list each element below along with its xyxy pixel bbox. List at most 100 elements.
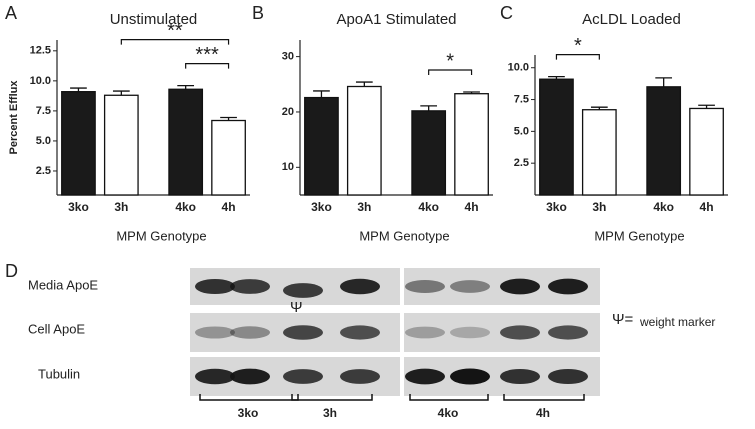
error-bar — [548, 75, 565, 80]
x-tick-label: 4ko — [175, 200, 196, 214]
blot-band — [500, 368, 540, 385]
row-label: Media ApoE — [28, 277, 98, 292]
chart-title: ApoA1 Stimulated — [336, 11, 456, 28]
significance-bracket — [428, 69, 473, 76]
error-bar — [220, 116, 237, 121]
y-tick-label: 10.0 — [30, 75, 51, 87]
legend-symbol: Ψ= — [612, 311, 634, 328]
blot-band — [500, 325, 540, 340]
blot-band — [195, 278, 235, 295]
panel-label: C — [500, 3, 513, 23]
blot-band — [548, 278, 588, 295]
bar — [103, 94, 139, 196]
bar — [61, 91, 96, 196]
blot-band — [450, 280, 490, 293]
group-bracket — [291, 394, 373, 401]
significance-label: *** — [195, 44, 219, 66]
error-bar — [420, 105, 438, 111]
blot-band — [405, 368, 445, 385]
x-tick-label: 4ko — [418, 200, 439, 214]
x-axis-label: MPM Genotype — [359, 228, 449, 243]
group-bracket — [409, 394, 489, 401]
y-tick-label: 7.5 — [514, 93, 529, 105]
blot-band — [230, 326, 270, 339]
y-tick-label: 30 — [282, 51, 294, 63]
row-label: Cell ApoE — [28, 321, 85, 336]
error-bar — [698, 104, 715, 109]
blot-band — [230, 279, 270, 294]
bar — [304, 96, 339, 196]
y-tick-label: 5.0 — [514, 125, 529, 137]
error-bar — [655, 77, 673, 87]
blot-band — [283, 325, 323, 340]
bar — [168, 88, 204, 196]
x-tick-label: 4ko — [653, 200, 674, 214]
blot-band — [283, 283, 323, 298]
y-tick-label: 2.5 — [514, 157, 529, 169]
bar — [346, 85, 382, 196]
group-label: 3h — [323, 406, 337, 420]
row-label: Tubulin — [38, 366, 80, 381]
blot-band — [450, 368, 490, 385]
x-tick-label: 4h — [700, 200, 714, 214]
bar — [539, 78, 574, 196]
bar — [411, 110, 447, 196]
panel-label: D — [5, 261, 18, 281]
significance-bracket — [120, 39, 230, 45]
x-axis-label: MPM Genotype — [594, 228, 684, 243]
blot-band — [283, 369, 323, 384]
significance-bracket — [185, 63, 230, 69]
error-bar — [463, 91, 480, 94]
blot-band — [405, 326, 445, 339]
y-tick-label: 10.0 — [508, 62, 529, 74]
bar — [211, 119, 246, 196]
y-tick-label: 10 — [282, 161, 294, 173]
x-tick-label: 4h — [222, 200, 236, 214]
x-tick-label: 3h — [114, 200, 128, 214]
blot-band — [548, 368, 588, 385]
group-label: 4ko — [438, 406, 459, 420]
y-tick-label: 12.5 — [30, 45, 51, 57]
blot-band — [340, 325, 380, 340]
x-tick-label: 3h — [592, 200, 606, 214]
bar — [646, 86, 682, 196]
marker-symbol: Ψ — [290, 299, 303, 316]
blot-image — [190, 268, 600, 401]
significance-label: * — [446, 50, 454, 72]
blot-band — [548, 325, 588, 340]
blot-band — [195, 368, 235, 385]
significance-label: ** — [167, 20, 183, 42]
error-bar — [590, 106, 608, 110]
error-bar — [355, 81, 373, 87]
error-bar — [177, 85, 195, 90]
panel-label: A — [5, 3, 17, 23]
group-bracket — [503, 394, 585, 401]
bar — [454, 93, 489, 196]
blot-band — [195, 326, 235, 339]
bar — [689, 107, 724, 196]
error-bar — [70, 87, 87, 92]
chart-title: Unstimulated — [110, 11, 198, 28]
error-bar — [313, 90, 330, 98]
x-tick-label: 3h — [357, 200, 371, 214]
bar — [581, 109, 617, 196]
group-label: 4h — [536, 406, 550, 420]
blot-band — [500, 278, 540, 295]
significance-bracket — [555, 54, 600, 60]
group-bracket — [199, 394, 299, 401]
blot-band — [450, 326, 490, 339]
error-bar — [112, 90, 130, 96]
y-axis-label: Percent Efflux — [8, 80, 20, 155]
panel-label: B — [252, 3, 264, 23]
y-tick-label: 7.5 — [36, 105, 51, 117]
y-tick-label: 20 — [282, 106, 294, 118]
y-tick-label: 2.5 — [36, 165, 51, 177]
chart-title: AcLDL Loaded — [582, 11, 681, 28]
group-label: 3ko — [238, 406, 259, 420]
x-tick-label: 3ko — [311, 200, 332, 214]
significance-label: * — [574, 35, 582, 57]
blot-band — [230, 368, 270, 385]
blot-band — [340, 278, 380, 295]
y-tick-label: 5.0 — [36, 135, 51, 147]
